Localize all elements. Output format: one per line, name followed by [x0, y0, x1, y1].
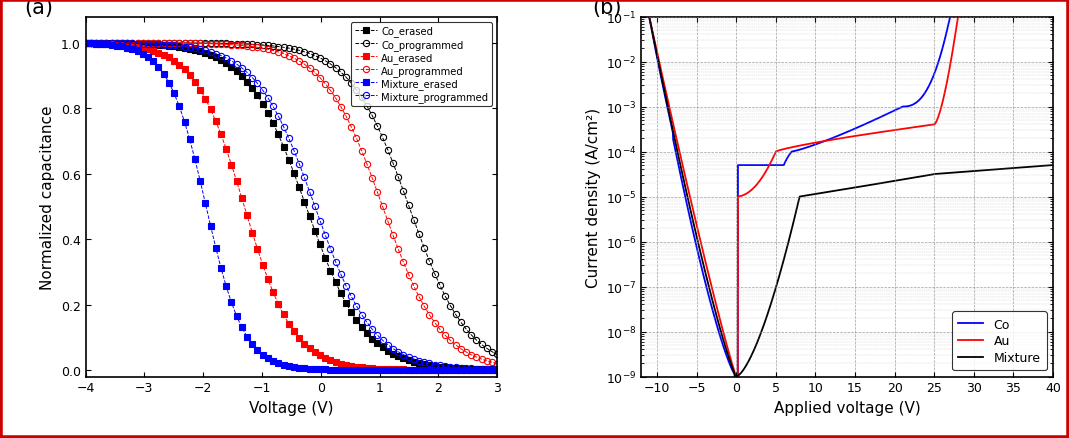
Au_programmed — [329, 96, 342, 102]
Mixture_erased — [79, 42, 92, 47]
Mixture — [942, 171, 955, 176]
Line: Mixture: Mixture — [641, 18, 1053, 377]
Co — [942, 22, 955, 27]
Au_programmed — [345, 125, 358, 130]
Text: (a): (a) — [24, 0, 52, 18]
Text: (b): (b) — [592, 0, 621, 18]
Co — [792, 148, 805, 153]
Line: Co: Co — [641, 18, 1053, 377]
Line: Au_erased: Au_erased — [82, 41, 500, 373]
Au_erased — [360, 365, 373, 371]
Line: Co_programmed: Co_programmed — [82, 41, 500, 358]
Co_programmed — [444, 303, 456, 308]
Legend: Co_erased, Co_programmed, Au_erased, Au_programmed, Mixture_erased, Mixture_prog: Co_erased, Co_programmed, Au_erased, Au_… — [351, 22, 492, 107]
Mixture_erased — [444, 367, 456, 373]
Line: Co_erased: Co_erased — [82, 41, 500, 373]
Au — [728, 374, 741, 379]
Mixture_erased — [491, 367, 503, 373]
X-axis label: Voltage (V): Voltage (V) — [249, 400, 334, 415]
Mixture_programmed — [262, 96, 275, 101]
Line: Mixture_programmed: Mixture_programmed — [82, 41, 500, 373]
Co_erased — [79, 41, 92, 46]
Mixture — [728, 374, 741, 379]
Au — [792, 144, 805, 149]
Au_programmed — [262, 47, 275, 53]
Au — [902, 126, 915, 131]
Mixture — [792, 198, 805, 204]
Mixture_erased — [360, 367, 373, 373]
Line: Au: Au — [641, 18, 1053, 377]
Au — [942, 72, 955, 78]
Co_programmed — [324, 62, 337, 67]
Mixture_programmed — [491, 367, 503, 372]
Co_erased — [329, 280, 342, 286]
Co — [710, 320, 723, 325]
Co_programmed — [345, 81, 358, 87]
Legend: Co, Au, Mixture: Co, Au, Mixture — [952, 311, 1047, 371]
Co_programmed — [79, 41, 92, 46]
Mixture — [974, 169, 987, 174]
Mixture_erased — [345, 367, 358, 373]
Au_programmed — [79, 41, 92, 46]
Au — [635, 15, 648, 20]
Au_erased — [329, 360, 342, 365]
Au_programmed — [444, 338, 456, 343]
Au_programmed — [491, 361, 503, 366]
Au_erased — [324, 358, 337, 363]
Mixture_erased — [329, 367, 342, 372]
Co_erased — [491, 367, 503, 372]
Co_erased — [345, 310, 358, 315]
Au — [974, 15, 987, 20]
Au_erased — [79, 42, 92, 47]
Au_erased — [262, 277, 275, 282]
Co_erased — [324, 268, 337, 274]
Co_programmed — [491, 352, 503, 357]
Mixture — [635, 15, 648, 20]
X-axis label: Applied voltage (V): Applied voltage (V) — [774, 400, 920, 415]
Mixture_programmed — [324, 247, 337, 252]
Mixture_programmed — [360, 320, 373, 325]
Mixture_erased — [324, 367, 337, 372]
Mixture_programmed — [329, 260, 342, 265]
Au_erased — [345, 363, 358, 368]
Co_programmed — [329, 66, 342, 71]
Co_erased — [444, 365, 456, 371]
Mixture_erased — [262, 356, 275, 361]
Co — [974, 15, 987, 20]
Co_erased — [360, 331, 373, 336]
Co — [1047, 15, 1059, 20]
Y-axis label: Current density (A/cm²): Current density (A/cm²) — [586, 107, 601, 287]
Au — [710, 302, 723, 307]
Co — [882, 112, 895, 117]
Co — [728, 374, 741, 379]
Au_erased — [491, 367, 503, 373]
Mixture — [710, 312, 723, 317]
Au_programmed — [360, 162, 373, 167]
Au — [1047, 15, 1059, 20]
Mixture — [1047, 163, 1059, 168]
Co_programmed — [262, 44, 275, 49]
Co — [902, 104, 915, 110]
Mixture — [902, 177, 915, 182]
Au — [882, 129, 895, 134]
Co_programmed — [360, 104, 373, 110]
Mixture — [882, 180, 895, 185]
Line: Au_programmed: Au_programmed — [82, 41, 500, 367]
Co_erased — [262, 111, 275, 117]
Line: Mixture_erased: Mixture_erased — [82, 41, 500, 373]
Y-axis label: Normalized capacitance: Normalized capacitance — [41, 105, 56, 289]
Mixture_programmed — [345, 294, 358, 300]
Au_programmed — [324, 88, 337, 94]
Co — [635, 15, 648, 20]
Au_erased — [444, 367, 456, 373]
Mixture_programmed — [444, 364, 456, 370]
Mixture_programmed — [79, 41, 92, 46]
